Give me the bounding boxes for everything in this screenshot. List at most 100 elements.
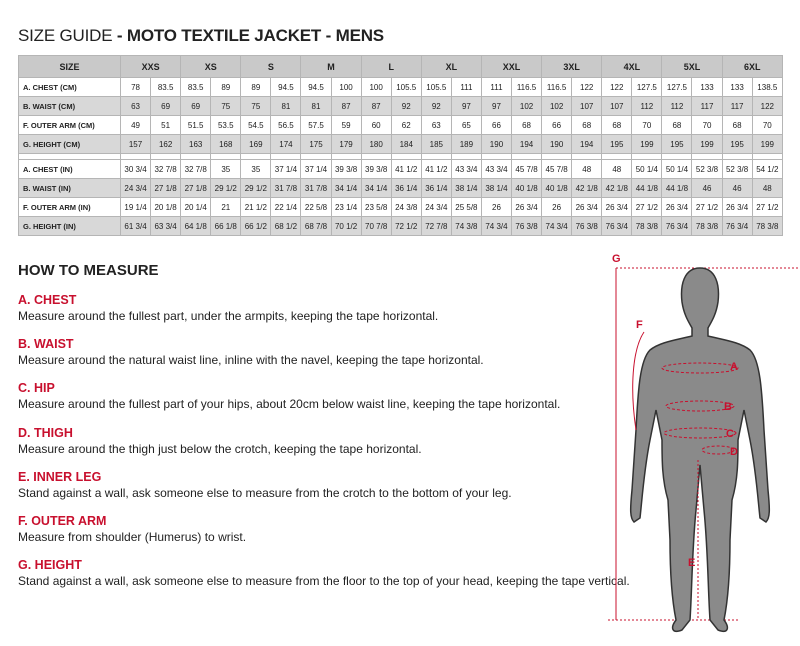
table-cell: 22 5/8 [300,197,332,217]
table-cell: 65 [450,115,482,135]
table-cell: 26 3/4 [601,197,633,217]
table-cell: 100 [330,77,362,97]
table-cell: 35 [210,159,242,179]
table-cell: 68 [511,115,543,135]
table-row: F. OUTER ARM (CM) 49 51 51.5 53.5 54.5 56.5 57.… [18,115,784,135]
table-cell: 81 [300,96,332,116]
measure-title: F. OUTER ARM [18,514,107,528]
label-e: E [688,557,695,569]
table-cell: 94.5 [270,77,302,97]
table-row: F. OUTER ARM (IN) 19 1/4 20 1/8 20 1/4 21 21 … [18,197,784,217]
table-cell: 26 3/4 [511,197,543,217]
table-cell: 157 [119,134,152,154]
table-cell: 64 1/8 [180,216,212,236]
table-cell: 112 [631,96,663,116]
row-label: B. WAIST (CM) [18,96,121,116]
table-cell: 20 1/8 [150,197,182,217]
title-main: - MOTO TEXTILE JACKET - MENS [112,26,384,45]
table-cell: 52 3/8 [691,159,723,179]
table-cell: 27 1/2 [691,197,723,217]
table-cell: 54.5 [240,115,272,135]
table-cell: 72 7/8 [420,216,452,236]
row-label: A. CHEST (IN) [18,159,121,179]
size-column-header: 3XL [541,55,603,78]
table-cell: 26 3/4 [721,197,753,217]
table-cell: 83.5 [150,77,182,97]
measure-title: G. HEIGHT [18,558,82,573]
table-cell: 199 [691,134,723,154]
table-cell: 122 [571,77,603,97]
table-cell: 190 [541,134,573,154]
table-cell: 56.5 [270,115,302,135]
table-cell: 74 3/4 [541,216,573,236]
table-cell: 44 1/8 [661,178,693,198]
table-cell: 50 1/4 [661,159,693,179]
table-cell: 83.5 [180,77,212,97]
size-column-header: 6XL [721,55,784,78]
table-cell: 27 1/8 [150,178,182,198]
table-cell: 39 3/8 [330,159,362,179]
table-cell: 76 3/8 [571,216,603,236]
table-cell: 87 [360,96,392,116]
table-cell: 27 1/8 [180,178,212,198]
table-cell: 70 1/2 [330,216,362,236]
table-cell: 24 3/4 [420,197,452,217]
table-cell: 174 [270,134,302,154]
table-cell: 66 1/8 [210,216,242,236]
table-cell: 34 1/4 [360,178,392,198]
table-cell: 31 7/8 [300,178,332,198]
table-cell: 163 [180,134,212,154]
body-measurement-figure: G A B C D E F [600,250,800,641]
measure-item: E. INNER LEG Stand against a wall, ask so… [18,470,512,500]
table-cell: 75 [210,96,242,116]
table-cell: 27 1/2 [751,197,784,217]
table-row: G. HEIGHT (CM) 157 162 163 168 169 174 175 179 18… [18,134,784,154]
table-cell: 26 [541,197,573,217]
table-cell: 133 [721,77,753,97]
table-cell: 37 1/4 [270,159,302,179]
table-cell: 40 1/8 [511,178,543,198]
measure-item: C. HIP Measure around the fullest part of… [18,381,560,411]
row-label: G. HEIGHT (CM) [18,134,121,154]
how-to-measure-heading: HOW TO MEASURE [18,262,159,279]
table-cell: 29 1/2 [210,178,242,198]
table-cell: 74 3/8 [450,216,482,236]
table-cell: 43 3/4 [480,159,513,179]
measure-description: Measure from shoulder (Humerus) to wrist… [18,530,247,544]
table-cell: 175 [300,134,332,154]
table-cell: 68 [721,115,753,135]
table-cell: 127.5 [631,77,663,97]
table-cell: 92 [390,96,422,116]
table-cell: 117 [721,96,753,116]
table-cell: 39 3/8 [360,159,392,179]
measure-description: Stand against a wall, ask someone else t… [18,485,512,500]
size-column-header: XS [180,55,242,78]
table-cell: 81 [270,96,302,116]
table-cell: 19 1/4 [119,197,152,217]
table-cell: 27 1/2 [631,197,663,217]
size-header: SIZE [18,55,121,78]
table-cell: 184 [390,134,422,154]
table-cell: 37 1/4 [300,159,332,179]
table-cell: 42 1/8 [571,178,603,198]
label-f: F [636,319,643,331]
table-cell: 57.5 [300,115,332,135]
table-cell: 26 3/4 [571,197,603,217]
table-cell: 78 3/8 [631,216,663,236]
table-cell: 23 5/8 [360,197,392,217]
size-chart-table: SIZE XXS XS S M L XL XXL 3XL 4XL 5XL 6XL A. CHEST (… [18,55,784,236]
table-cell: 51 [150,115,182,135]
table-cell: 74 3/4 [480,216,513,236]
table-cell: 20 1/4 [180,197,212,217]
measure-description: Measure around the natural waist line, i… [18,353,484,368]
table-cell: 38 1/4 [480,178,513,198]
measure-title: D. THIGH [18,425,73,440]
table-row: B. WAIST (IN) 24 3/4 27 1/8 27 1/8 29 1/2 29 … [18,178,784,198]
measure-item: G. HEIGHT Stand against a wall, ask someo… [18,558,630,588]
table-cell: 195 [661,134,693,154]
measure-title: A. CHEST [18,293,77,307]
table-cell: 116.5 [541,77,573,97]
table-cell: 48 [571,159,603,179]
table-cell: 50 1/4 [631,159,663,179]
label-b: B [724,401,732,413]
